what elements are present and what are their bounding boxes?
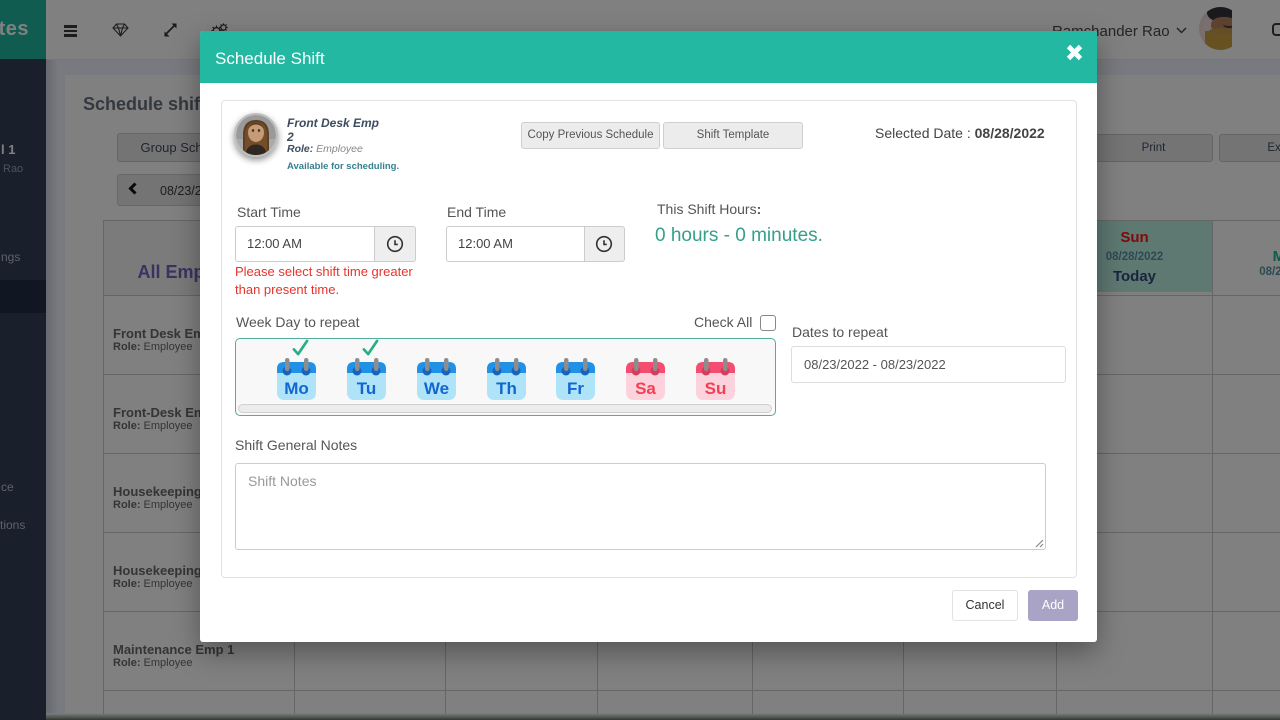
svg-text:Mo: Mo [284, 379, 309, 398]
svg-text:Su: Su [705, 379, 727, 398]
svg-text:Tu: Tu [357, 379, 377, 398]
svg-text:We: We [424, 379, 449, 398]
svg-text:Th: Th [496, 379, 517, 398]
svg-text:Fr: Fr [567, 379, 584, 398]
svg-text:Sa: Sa [635, 379, 656, 398]
